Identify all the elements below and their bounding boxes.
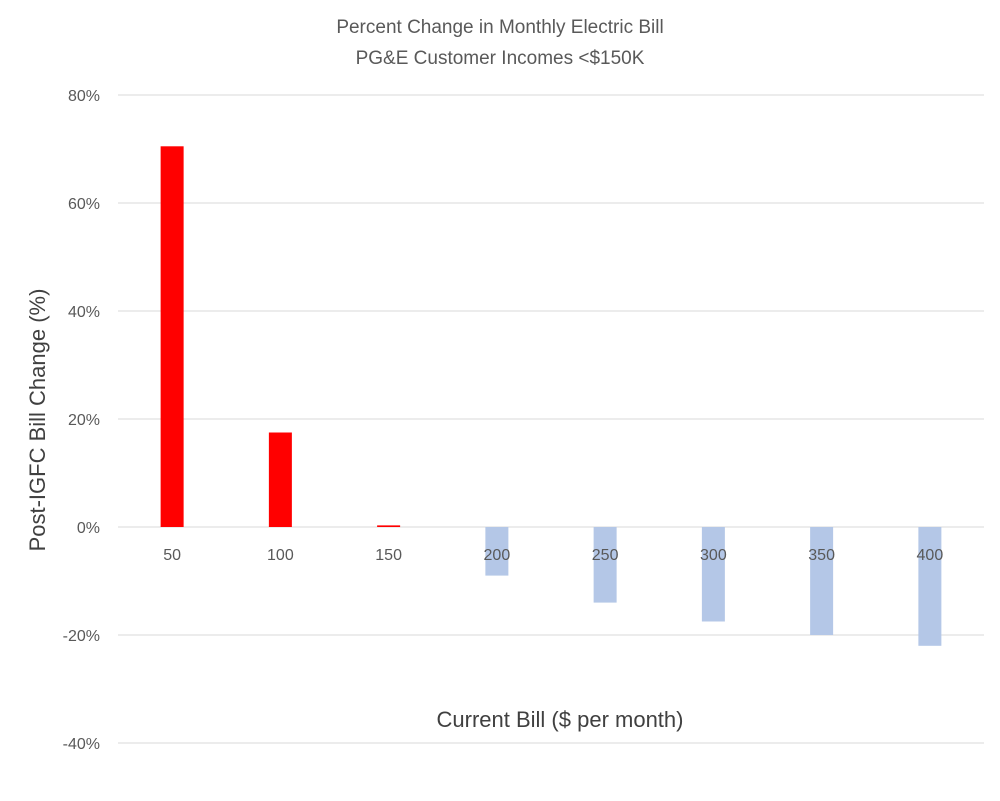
y-tick-label: 40%: [68, 304, 100, 321]
chart-title: Percent Change in Monthly Electric Bill: [336, 17, 663, 38]
x-tick-label: 350: [808, 547, 835, 564]
bar: [701, 527, 725, 622]
x-tick-label: 200: [484, 547, 511, 564]
bar: [593, 527, 617, 603]
y-tick-label: -40%: [63, 736, 100, 753]
y-tick-label: 80%: [68, 88, 100, 105]
x-tick-label: 100: [267, 547, 294, 564]
y-tick-label: 20%: [68, 412, 100, 429]
y-axis-ticks: 80% 60% 40% 20% 0% -20% -40%: [63, 88, 100, 753]
y-tick-label: 60%: [68, 196, 100, 213]
bar: [810, 527, 834, 635]
y-axis-title: Post-IGFC Bill Change (%): [25, 289, 50, 552]
x-tick-label: 400: [917, 547, 944, 564]
y-tick-label: -20%: [63, 628, 100, 645]
chart-subtitle: PG&E Customer Incomes <$150K: [356, 48, 645, 69]
bar: [918, 527, 942, 646]
x-axis-ticks: 50 100 150 200 250 300 350 400: [163, 547, 943, 564]
bar: [485, 527, 509, 576]
x-axis-title: Current Bill ($ per month): [437, 707, 684, 732]
bar: [268, 432, 292, 527]
gridlines: [118, 94, 984, 744]
x-tick-label: 50: [163, 547, 181, 564]
x-tick-label: 300: [700, 547, 727, 564]
bar: [160, 146, 184, 528]
x-tick-label: 250: [592, 547, 619, 564]
bar: [377, 525, 401, 527]
x-tick-label: 150: [375, 547, 402, 564]
bars: [160, 146, 942, 646]
y-tick-label: 0%: [77, 520, 100, 537]
